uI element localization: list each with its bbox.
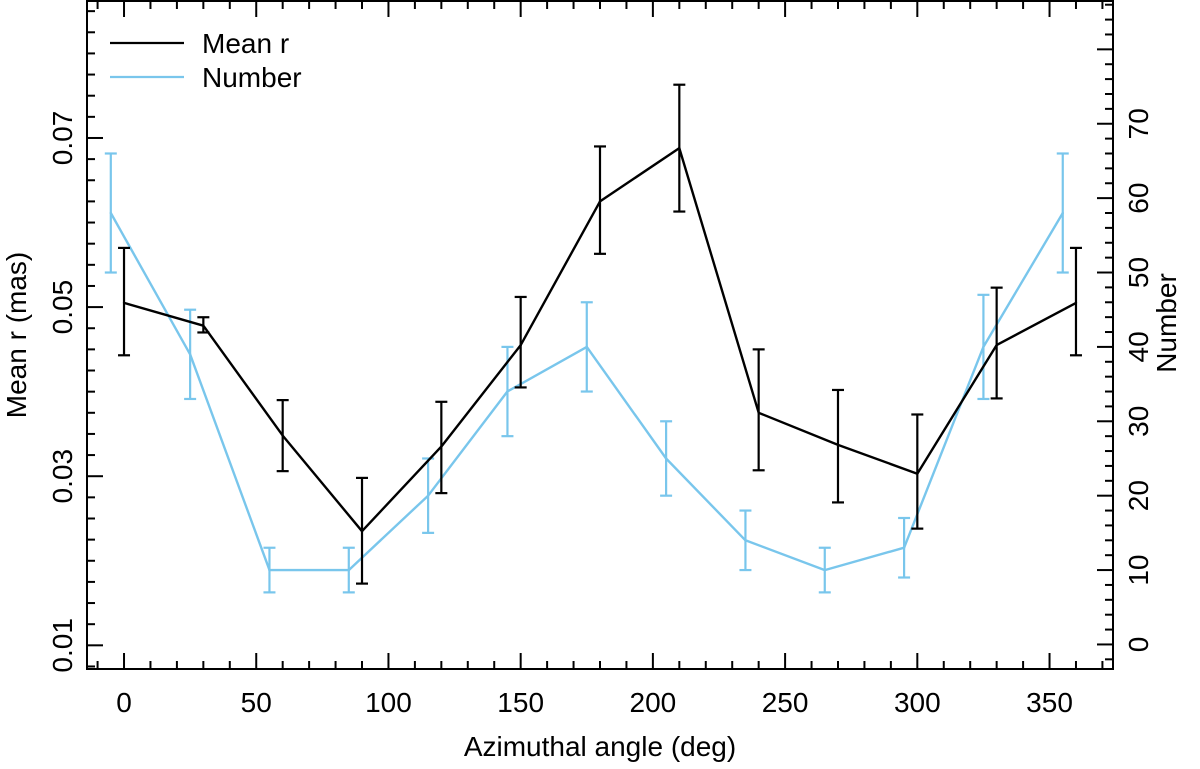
data-point bbox=[823, 568, 826, 572]
error-bar bbox=[990, 286, 1003, 400]
data-point bbox=[902, 546, 906, 549]
data-point bbox=[506, 390, 509, 393]
error-bar bbox=[118, 246, 131, 357]
x-tick-label: 100 bbox=[365, 687, 412, 718]
y2-tick-label: 70 bbox=[1123, 108, 1154, 139]
data-point bbox=[122, 301, 126, 305]
y2-axis-title: Number bbox=[1151, 273, 1182, 373]
y-tick-label: 0.01 bbox=[47, 618, 78, 673]
y-axis-title: Mean r (mas) bbox=[1, 252, 32, 418]
x-axis-title: Azimuthal angle (deg) bbox=[464, 731, 736, 762]
error-bar bbox=[752, 348, 765, 472]
y2-tick-label: 60 bbox=[1123, 183, 1154, 214]
y2-tick-label: 20 bbox=[1123, 480, 1154, 511]
data-point bbox=[281, 434, 284, 437]
data-point bbox=[1061, 211, 1064, 215]
error-bar bbox=[356, 476, 369, 585]
y2-tick-label: 30 bbox=[1123, 406, 1154, 437]
data-point bbox=[836, 443, 840, 447]
data-point bbox=[360, 529, 364, 533]
error-bar bbox=[580, 301, 593, 393]
error-bar bbox=[435, 400, 448, 495]
axis-ticks: 0 50 100 150 200 250 300 350 0.01 0.03 0.05 0.07 0 10… bbox=[47, 1, 1154, 718]
error-bar bbox=[898, 516, 911, 579]
error-bar bbox=[818, 546, 831, 594]
y2-tick-label: 40 bbox=[1123, 331, 1154, 362]
data-point bbox=[757, 411, 760, 414]
data-point bbox=[916, 472, 919, 475]
error-bar bbox=[739, 509, 752, 572]
error-bar bbox=[342, 546, 355, 594]
x-tick-label: 150 bbox=[497, 687, 544, 718]
legend-label-number: Number bbox=[202, 62, 302, 93]
y-tick-label: 0.07 bbox=[47, 111, 78, 166]
data-point bbox=[440, 445, 443, 448]
data-point bbox=[585, 345, 588, 349]
error-bar bbox=[422, 457, 435, 534]
error-bar bbox=[184, 308, 197, 401]
error-bar bbox=[977, 293, 990, 401]
data-point bbox=[664, 457, 668, 460]
error-bar bbox=[831, 388, 844, 504]
series-number bbox=[104, 152, 1069, 594]
x-tick-label: 300 bbox=[894, 687, 941, 718]
data-point bbox=[426, 494, 430, 497]
data-point bbox=[347, 568, 350, 572]
data-point bbox=[188, 353, 192, 356]
x-tick-label: 200 bbox=[630, 687, 677, 718]
x-tick-label: 50 bbox=[241, 687, 272, 718]
y2-tick-label: 10 bbox=[1123, 554, 1154, 585]
error-bar bbox=[104, 152, 117, 274]
y2-tick-label: 50 bbox=[1123, 257, 1154, 288]
error-bar bbox=[673, 83, 686, 213]
data-point bbox=[519, 343, 522, 347]
data-point bbox=[995, 343, 998, 347]
series-layer bbox=[104, 83, 1082, 594]
error-bar bbox=[660, 420, 673, 497]
y-tick-label: 0.03 bbox=[47, 449, 78, 504]
x-tick-label: 250 bbox=[762, 687, 809, 718]
legend-label-mean-r: Mean r bbox=[202, 28, 289, 59]
legend: Mean r Number bbox=[110, 28, 302, 93]
series-mean-r bbox=[118, 83, 1082, 585]
data-point bbox=[202, 324, 205, 327]
data-point bbox=[598, 200, 602, 203]
error-bar bbox=[1069, 246, 1082, 357]
data-point bbox=[109, 211, 112, 215]
data-point bbox=[982, 345, 985, 349]
error-bar bbox=[276, 399, 289, 473]
error-bar bbox=[263, 546, 276, 594]
data-point bbox=[268, 568, 271, 572]
error-bar bbox=[514, 295, 527, 389]
error-bar bbox=[594, 145, 606, 255]
y2-tick-label: 0 bbox=[1123, 637, 1154, 653]
x-tick-label: 350 bbox=[1026, 687, 1073, 718]
data-point bbox=[1074, 301, 1078, 305]
error-bar bbox=[1056, 152, 1069, 274]
data-point bbox=[744, 539, 747, 542]
plot-frame bbox=[86, 0, 1114, 670]
x-tick-label: 0 bbox=[116, 687, 132, 718]
y-tick-label: 0.05 bbox=[47, 280, 78, 335]
error-bar bbox=[911, 413, 924, 530]
error-bar bbox=[197, 316, 210, 334]
data-point bbox=[678, 146, 681, 150]
